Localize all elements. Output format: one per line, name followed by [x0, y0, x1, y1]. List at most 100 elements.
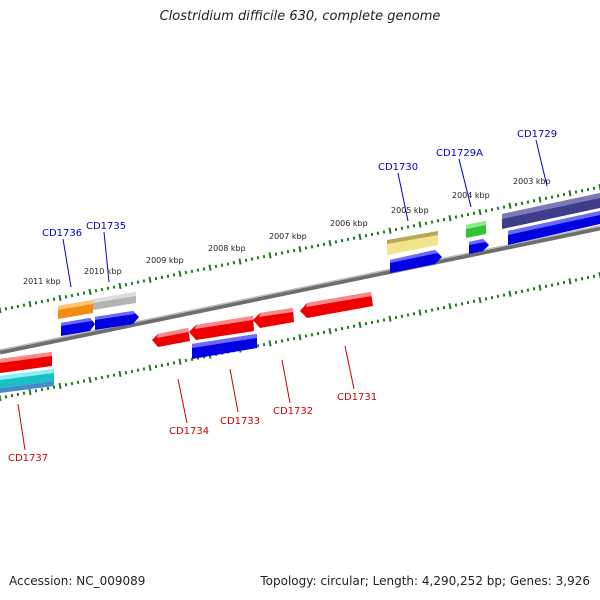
ruler-major-tick	[0, 394, 2, 402]
ruler-minor-tick	[130, 369, 134, 374]
ruler-minor-tick	[430, 220, 434, 224]
ruler-major-tick	[148, 364, 152, 371]
ruler-minor-tick	[64, 295, 68, 299]
ruler-minor-tick	[484, 209, 488, 213]
ruler-major-tick	[58, 382, 62, 390]
ruler-minor-tick	[424, 221, 428, 225]
ruler-minor-tick	[256, 256, 260, 260]
gene-label-cd1732[interactable]: CD1732	[273, 406, 313, 417]
ruler-minor-tick	[370, 320, 374, 325]
ruler-major-tick	[178, 270, 182, 277]
ruler-major-tick	[448, 303, 452, 310]
gene-label-cd1731[interactable]: CD1731	[337, 392, 377, 403]
ruler-major-tick	[328, 327, 332, 335]
ruler-minor-tick	[256, 344, 260, 348]
ruler-labels: 2011 kbp 2010 kbp 2009 kbp 2008 kbp 2007…	[23, 177, 551, 286]
ruler-minor-tick	[556, 194, 560, 198]
feature-cd1737-steel[interactable]	[0, 381, 54, 393]
ruler-minor-tick	[184, 358, 188, 363]
reverse-features	[0, 292, 373, 393]
ruler-minor-tick	[46, 298, 50, 303]
gene-label-cd1730[interactable]: CD1730	[378, 162, 418, 173]
ruler-minor-tick	[502, 205, 506, 209]
ruler-minor-tick	[82, 291, 86, 295]
ruler-minor-tick	[382, 230, 386, 234]
ruler-minor-tick	[334, 328, 338, 332]
ruler-minor-tick	[436, 219, 440, 223]
ruler-minor-tick	[286, 250, 290, 254]
gene-label-cd1734[interactable]: CD1734	[169, 426, 209, 437]
ruler-major-tick	[88, 376, 92, 384]
ruler-major-tick	[388, 227, 392, 234]
ruler-minor-tick	[352, 236, 356, 240]
ruler-minor-tick	[550, 195, 554, 199]
ruler-minor-tick	[172, 361, 176, 365]
gene-cd1730-arrow[interactable]	[390, 250, 442, 273]
ruler-major-tick	[508, 290, 512, 297]
ruler-minor-tick	[226, 262, 230, 266]
ruler-minor-tick	[250, 257, 254, 261]
ruler-major-tick	[598, 271, 600, 279]
ruler-minor-tick	[544, 196, 548, 200]
ruler-minor-tick	[154, 364, 158, 369]
label-connectors	[17, 139, 548, 451]
gene-label-cd1737[interactable]: CD1737	[8, 453, 48, 464]
ruler-label-2005: 2005 kbp	[391, 206, 429, 215]
ruler-minor-tick	[136, 280, 140, 284]
ruler-minor-tick	[460, 214, 464, 218]
ruler-minor-tick	[514, 290, 518, 295]
ruler-minor-tick	[334, 240, 338, 244]
ruler-minor-tick	[160, 275, 164, 280]
ruler-minor-tick	[412, 224, 416, 228]
ruler-label-2009: 2009 kbp	[146, 256, 184, 265]
ruler-label-2008: 2008 kbp	[208, 244, 246, 253]
ruler-minor-tick	[412, 312, 416, 316]
ruler-minor-tick	[94, 289, 98, 293]
ruler-minor-tick	[544, 284, 548, 288]
ruler-minor-tick	[4, 395, 8, 399]
gene-label-cd1733[interactable]: CD1733	[220, 416, 260, 427]
gene-label-cd1729[interactable]: CD1729	[517, 129, 557, 140]
ruler-minor-tick	[346, 237, 350, 242]
ruler-minor-tick	[190, 269, 194, 273]
ruler-major-tick	[598, 183, 600, 191]
gene-labels-forward: CD1736 CD1735 CD1730 CD1729A CD1729	[42, 129, 557, 239]
ruler-minor-tick	[292, 336, 296, 341]
ruler-minor-tick	[400, 226, 404, 230]
ruler-minor-tick	[136, 368, 140, 372]
ruler-minor-tick	[394, 315, 398, 320]
ruler-major-tick	[28, 300, 32, 308]
ruler-minor-tick	[232, 261, 236, 265]
ruler-minor-tick	[100, 287, 104, 292]
ruler-minor-tick	[46, 386, 50, 391]
ruler-minor-tick	[304, 246, 308, 250]
ruler-minor-tick	[376, 319, 380, 323]
ruler-minor-tick	[124, 283, 128, 287]
ruler-minor-tick	[580, 277, 584, 281]
ruler-minor-tick	[532, 287, 536, 291]
ruler-minor-tick	[124, 371, 128, 375]
ruler-minor-tick	[592, 186, 596, 190]
ruler-minor-tick	[244, 258, 248, 262]
gene-label-cd1735[interactable]: CD1735	[86, 221, 126, 232]
ruler-minor-tick	[370, 232, 374, 237]
ruler-minor-tick	[406, 225, 410, 229]
ruler-minor-tick	[76, 292, 80, 296]
ruler-minor-tick	[484, 297, 488, 301]
ruler-upper	[0, 183, 600, 314]
genome-title: Clostridium difficile 630, complete geno…	[159, 9, 441, 24]
gene-label-cd1729a[interactable]: CD1729A	[436, 148, 483, 159]
ruler-minor-tick	[10, 393, 14, 398]
ruler-minor-tick	[382, 318, 386, 322]
ruler-minor-tick	[112, 285, 116, 289]
ruler-minor-tick	[424, 309, 428, 313]
ruler-minor-tick	[406, 313, 410, 317]
ruler-minor-tick	[154, 276, 158, 281]
ruler-minor-tick	[316, 331, 320, 336]
ruler-minor-tick	[280, 339, 284, 343]
gene-label-cd1736[interactable]: CD1736	[42, 228, 82, 239]
ruler-minor-tick	[376, 231, 380, 235]
ruler-minor-tick	[70, 381, 74, 386]
ruler-minor-tick	[34, 389, 38, 393]
ruler-minor-tick	[514, 202, 518, 207]
